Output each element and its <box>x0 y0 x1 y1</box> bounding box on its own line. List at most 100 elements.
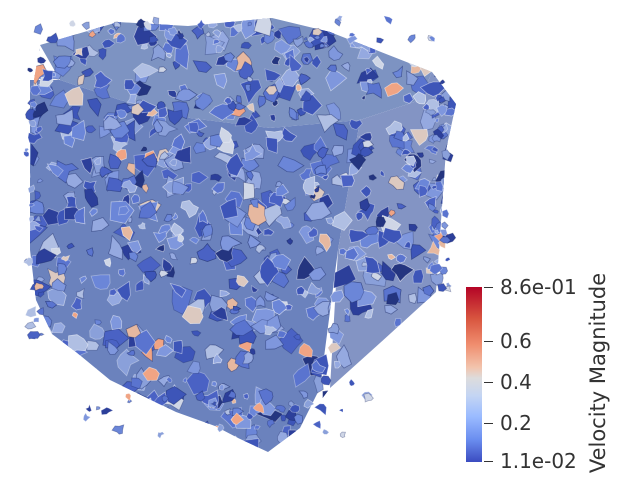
isosurface-patch <box>265 136 279 154</box>
isosurface-patch <box>300 142 320 162</box>
isosurface-patch <box>414 445 429 452</box>
isosurface-patch <box>239 438 261 452</box>
isosurface-patch <box>319 35 328 43</box>
isosurface-patch <box>172 180 190 196</box>
isosurface-patch <box>28 202 36 208</box>
isosurface-patch <box>70 296 83 311</box>
isosurface-patch <box>348 153 367 171</box>
isosurface-patch <box>174 43 190 70</box>
isosurface-patch <box>52 55 72 69</box>
isosurface-patch <box>429 333 443 344</box>
isosurface-patch <box>163 213 173 223</box>
colorbar-tick-label: 0.6 <box>500 329 532 353</box>
isosurface-patch <box>37 380 50 394</box>
isosurface-patch <box>431 177 437 182</box>
isosurface-patch <box>390 263 415 282</box>
isosurface-patch <box>422 374 430 380</box>
isosurface-patch <box>216 423 225 433</box>
isosurface-patch <box>126 349 136 356</box>
isosurface-patch <box>412 268 424 284</box>
isosurface-patch <box>169 282 187 298</box>
isosurface-patch <box>77 73 85 86</box>
isosurface-patch <box>275 183 289 197</box>
isosurface-patch <box>247 21 253 27</box>
isosurface-patch <box>405 437 425 452</box>
isosurface-patch <box>116 435 129 449</box>
isosurface-patch <box>205 31 211 38</box>
isosurface-patch <box>51 278 67 292</box>
isosurface-patch <box>416 439 431 452</box>
isosurface-patch <box>363 392 374 403</box>
isosurface-patch <box>454 161 456 170</box>
isosurface-patch <box>368 174 378 181</box>
isosurface-patch <box>387 175 405 191</box>
isosurface-patch <box>393 376 408 390</box>
isosurface-patch <box>222 435 244 452</box>
colorbar <box>466 287 482 462</box>
isosurface-patch <box>94 389 109 401</box>
isosurface-patch <box>46 376 70 399</box>
isosurface-patch <box>412 350 426 366</box>
isosurface-patch <box>448 364 456 377</box>
isosurface-patch <box>165 376 173 383</box>
isosurface-patch <box>307 227 319 238</box>
isosurface-patch <box>348 451 356 452</box>
isosurface-patch <box>428 158 437 164</box>
isosurface-patch <box>402 332 418 346</box>
isosurface-patch <box>69 26 78 36</box>
isosurface-patch <box>269 113 276 122</box>
isosurface-patch <box>232 23 243 33</box>
isosurface-patch <box>355 25 369 39</box>
isosurface-patch <box>416 152 424 158</box>
isosurface-patch <box>302 175 316 196</box>
isosurface-patch <box>448 418 456 430</box>
isosurface-patch <box>451 437 456 450</box>
isosurface-patch <box>67 334 89 353</box>
isosurface-patch <box>155 344 175 357</box>
isosurface-patch <box>366 369 376 380</box>
isosurface-patch <box>307 36 315 43</box>
isosurface-patch <box>366 369 376 380</box>
isosurface-patch <box>212 29 222 38</box>
isosurface-patch <box>423 256 431 264</box>
isosurface-patch <box>158 66 168 73</box>
isosurface-patch <box>303 398 315 409</box>
isosurface-patch <box>88 30 97 38</box>
isosurface-patch <box>348 378 356 387</box>
isosurface-patch <box>160 423 180 442</box>
isosurface-patch <box>388 22 408 45</box>
isosurface-patch <box>109 433 119 443</box>
isosurface-patch <box>28 215 35 224</box>
isosurface-patch <box>325 68 348 92</box>
isosurface-patch <box>240 41 252 50</box>
isosurface-patch <box>438 236 452 244</box>
isosurface-patch <box>73 413 82 422</box>
isosurface-patch <box>305 201 332 221</box>
isosurface-patch <box>109 414 119 425</box>
isosurface-patch <box>316 146 329 159</box>
isosurface-patch <box>325 217 334 225</box>
isosurface-patch <box>265 334 285 350</box>
isosurface-patch <box>447 43 455 49</box>
isosurface-patch <box>79 358 87 365</box>
isosurface-patch <box>33 338 55 357</box>
isosurface-patch <box>309 192 316 200</box>
isosurface-patch <box>97 47 107 61</box>
isosurface-patch <box>432 387 444 401</box>
isosurface-patch <box>219 383 225 391</box>
isosurface-patch <box>263 228 275 236</box>
isosurface-patch <box>161 395 169 403</box>
isosurface-patch <box>194 129 205 137</box>
isosurface-patch <box>399 324 412 334</box>
isosurface-patch <box>384 447 395 452</box>
isosurface-patch <box>302 18 325 28</box>
isosurface-patch <box>398 18 416 28</box>
isosurface-patch <box>246 412 254 420</box>
isosurface-patch <box>46 376 70 399</box>
isosurface-patch <box>23 151 30 158</box>
isosurface-patch <box>331 144 344 157</box>
isosurface-patch <box>35 125 43 134</box>
isosurface-patch <box>314 164 327 176</box>
isosurface-patch <box>44 413 52 421</box>
isosurface-patch <box>192 434 203 451</box>
